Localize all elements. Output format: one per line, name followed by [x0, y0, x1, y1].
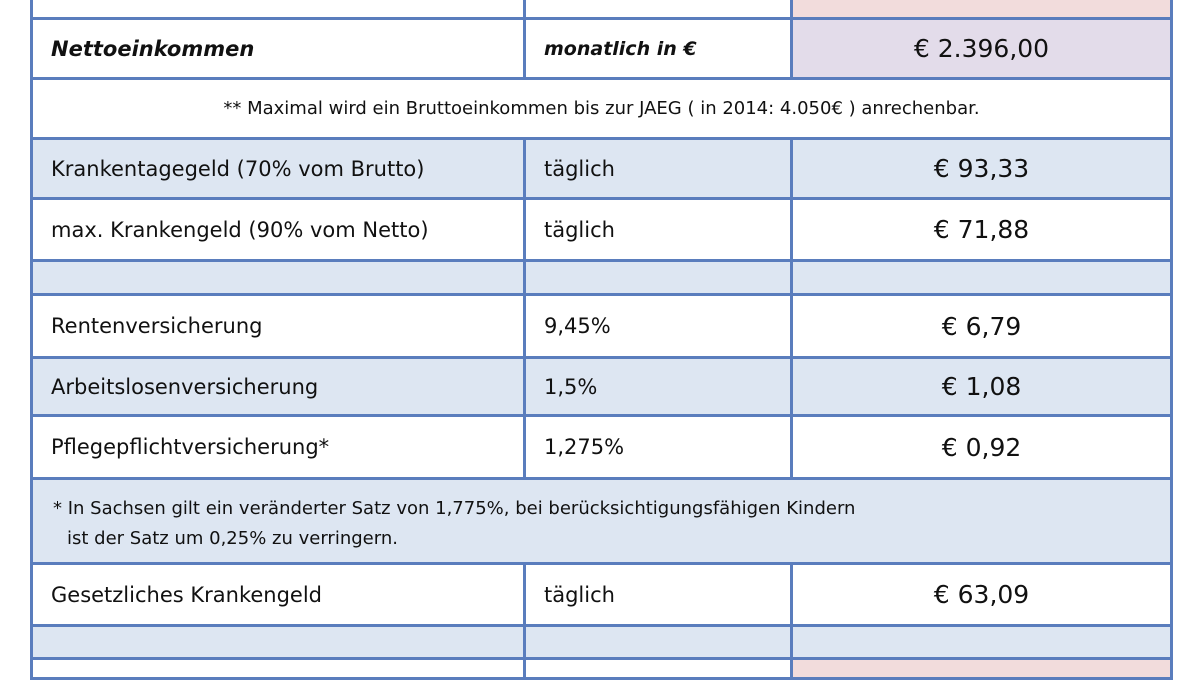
row: Pflegepflichtversicherung* 1,275% € 0,92 [30, 414, 1173, 480]
note-line: ist der Satz um 0,25% zu verringern. [67, 528, 398, 549]
value: € 6,79 [790, 293, 1173, 359]
row: Rentenversicherung 9,45% € 6,79 [30, 293, 1173, 359]
row: Gesetzliches Krankengeld täglich € 63,09 [30, 562, 1173, 627]
unit: täglich [523, 197, 793, 262]
note: * In Sachsen gilt ein veränderter Satz v… [30, 477, 1173, 565]
row [30, 259, 1173, 296]
unit: 1,5% [523, 356, 793, 417]
value: € 1,08 [790, 356, 1173, 417]
value: € 93,33 [790, 137, 1173, 200]
unit: täglich [523, 137, 793, 200]
label: Arbeitslosenversicherung [30, 356, 526, 417]
row [30, 624, 1173, 660]
value: € 63,09 [790, 562, 1173, 627]
value: € 2.396,00 [790, 17, 1173, 80]
row: * In Sachsen gilt ein veränderter Satz v… [30, 477, 1173, 565]
value: € 0,92 [790, 414, 1173, 480]
label: Nettoeinkommen [30, 17, 526, 80]
row: Arbeitslosenversicherung 1,5% € 1,08 [30, 356, 1173, 417]
salary-table: Nettoeinkommen monatlich in € € 2.396,00… [30, 0, 1173, 680]
unit: 1,275% [523, 414, 793, 480]
row: max. Krankengeld (90% vom Netto) täglich… [30, 197, 1173, 262]
label: Rentenversicherung [30, 293, 526, 359]
note-line: * In Sachsen gilt ein veränderter Satz v… [53, 498, 856, 519]
row: ** Maximal wird ein Bruttoeinkommen bis … [30, 77, 1173, 140]
label: Krankentagegeld (70% vom Brutto) [30, 137, 526, 200]
note: ** Maximal wird ein Bruttoeinkommen bis … [30, 77, 1173, 140]
row [30, 0, 1173, 20]
unit: 9,45% [523, 293, 793, 359]
row: Nettoeinkommen monatlich in € € 2.396,00 [30, 17, 1173, 80]
value: € 71,88 [790, 197, 1173, 262]
label: Pflegepflichtversicherung* [30, 414, 526, 480]
row: Krankentagegeld (70% vom Brutto) täglich… [30, 137, 1173, 200]
unit: täglich [523, 562, 793, 627]
label: Gesetzliches Krankengeld [30, 562, 526, 627]
unit: monatlich in € [523, 17, 793, 80]
label: max. Krankengeld (90% vom Netto) [30, 197, 526, 262]
row [30, 657, 1173, 680]
